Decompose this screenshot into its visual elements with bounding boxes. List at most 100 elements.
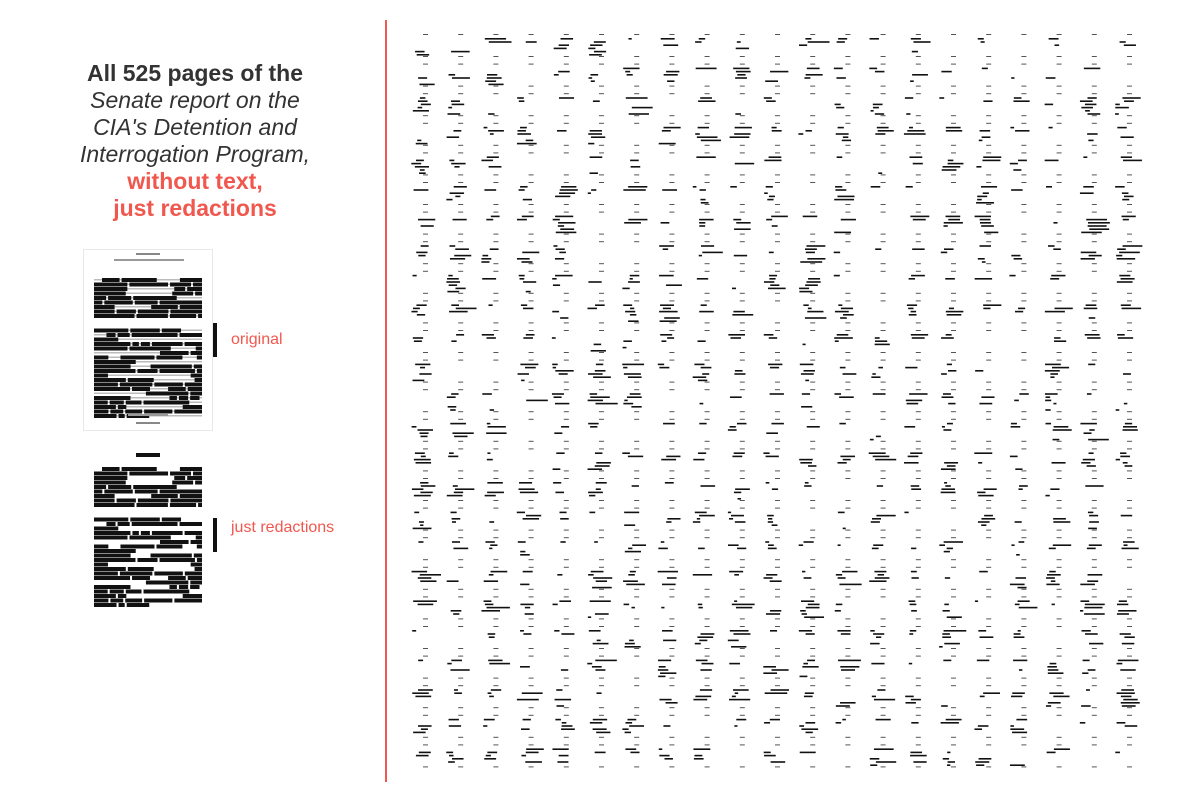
grid-page-mark: [845, 152, 851, 154]
grid-redaction: [873, 748, 894, 750]
grid-redaction: [630, 166, 641, 168]
grid-page-mark: [599, 440, 604, 442]
grid-redaction: [490, 689, 502, 691]
grid-page-mark: [458, 411, 464, 413]
grid-redaction: [629, 393, 641, 395]
grid-redaction: [1049, 570, 1056, 573]
grid-redaction: [594, 465, 610, 467]
grid-redaction: [1081, 231, 1102, 234]
grid-page-mark: [810, 440, 816, 442]
grid-redaction: [411, 310, 418, 313]
grid-redaction: [913, 41, 931, 43]
grid-redaction: [877, 574, 885, 576]
grid-redaction: [911, 274, 925, 277]
grid-redaction: [909, 393, 928, 395]
grid-redaction: [1079, 192, 1094, 194]
grid-redaction: [763, 334, 774, 336]
grid-page-mark: [704, 211, 710, 213]
grid-redaction: [802, 343, 806, 346]
redaction-block: [94, 571, 118, 576]
grid-page-mark: [458, 655, 464, 657]
grid-redaction: [903, 133, 926, 135]
grid-redaction: [595, 580, 607, 582]
grid-redaction: [1085, 304, 1097, 306]
grid-redaction: [804, 482, 809, 484]
grid-redaction: [1012, 731, 1028, 734]
redaction-block: [94, 387, 131, 391]
grid-redaction: [910, 310, 917, 313]
grid-redaction: [979, 218, 991, 221]
grid-redaction: [943, 550, 950, 553]
grid-page-mark: [423, 144, 428, 146]
grid-page-mark: [1091, 596, 1097, 598]
redaction-block: [143, 589, 190, 594]
grid-page-mark: [704, 182, 710, 183]
grid-redaction: [869, 580, 887, 582]
grid-redaction: [666, 577, 677, 579]
grid-redaction: [624, 646, 641, 648]
grid-redaction: [560, 669, 569, 671]
grid-page-mark: [1056, 596, 1062, 598]
grid-page-mark: [1056, 389, 1062, 391]
grid-page-mark: [845, 507, 851, 509]
grid-page-mark: [528, 263, 534, 265]
grid-redaction: [878, 366, 884, 369]
grid-page-mark: [493, 529, 499, 531]
grid-redaction: [589, 494, 596, 497]
grid-page-mark: [986, 152, 992, 154]
grid-page-mark: [951, 292, 956, 294]
grid-redaction: [1014, 603, 1020, 606]
grid-page-mark: [810, 596, 816, 598]
grid-redaction: [1081, 106, 1093, 109]
grid-redaction: [411, 162, 422, 165]
grid-page-mark: [528, 618, 534, 620]
grid-redaction: [517, 373, 529, 375]
grid-page-mark: [1127, 233, 1132, 235]
grid-redaction: [941, 337, 954, 339]
grid-redaction: [561, 633, 575, 635]
grid-page-mark: [669, 241, 675, 243]
grid-redaction: [1009, 274, 1016, 277]
grid-page-mark: [810, 241, 816, 243]
grid-redaction: [449, 159, 455, 162]
grid-page-mark: [810, 381, 816, 383]
text-line: [94, 365, 202, 367]
redactions-bracket: [213, 518, 217, 552]
grid-redaction: [982, 159, 1001, 162]
grid-page-mark: [634, 352, 640, 353]
grid-page-mark: [493, 115, 499, 117]
grid-redaction: [904, 97, 914, 99]
grid-page-mark: [1056, 204, 1062, 205]
grid-page-mark: [669, 389, 675, 391]
grid-redaction: [451, 393, 459, 395]
grid-redaction: [1116, 603, 1129, 606]
grid-redaction: [734, 133, 751, 135]
grid-page-mark: [845, 211, 851, 213]
grid-redaction: [595, 488, 601, 490]
grid-page-mark: [634, 381, 640, 383]
grid-redaction: [1049, 692, 1064, 694]
redaction-block: [129, 535, 171, 540]
grid-page-mark: [1091, 714, 1097, 716]
grid-redaction: [446, 136, 460, 138]
grid-redaction: [486, 422, 491, 425]
grid-redaction: [943, 541, 964, 543]
grid-redaction: [484, 603, 494, 606]
grid-page-mark: [563, 448, 569, 450]
grid-redaction: [765, 613, 781, 615]
grid-redaction: [1045, 396, 1051, 398]
grid-page-mark: [775, 330, 780, 331]
grid-redaction: [521, 379, 525, 382]
grid-redaction: [590, 136, 606, 138]
grid-page-mark: [845, 359, 851, 361]
grid-redaction: [905, 702, 916, 704]
grid-redaction: [1087, 225, 1107, 227]
grid-page-mark: [951, 85, 956, 87]
grid-page-mark: [915, 292, 921, 294]
grid-redaction: [660, 38, 675, 40]
grid-redaction: [519, 278, 525, 280]
grid-page-mark: [493, 63, 499, 65]
grid-page-mark: [810, 411, 816, 413]
grid-page-mark: [599, 352, 604, 353]
grid-redaction: [489, 133, 494, 135]
